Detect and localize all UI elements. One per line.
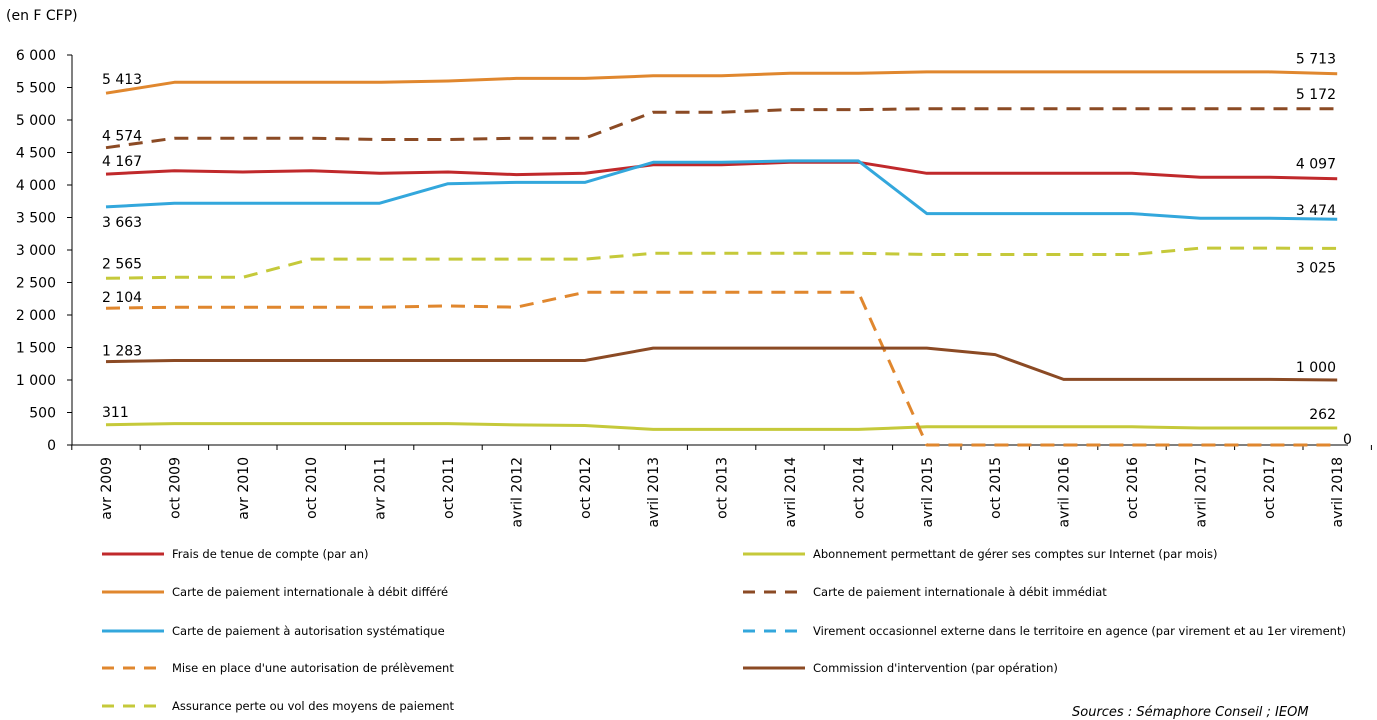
series-line-8 bbox=[105, 246, 1338, 280]
y-tick-label: 0 bbox=[47, 438, 56, 454]
y-tick-label: 2 500 bbox=[16, 276, 56, 292]
y-tick-label: 3 500 bbox=[16, 211, 56, 227]
y-tick-label: 4 000 bbox=[16, 178, 56, 194]
y-tick-label: 1 000 bbox=[16, 373, 56, 389]
x-tick-label: oct 2014 bbox=[851, 457, 867, 519]
x-tick-label: avril 2016 bbox=[1057, 457, 1073, 528]
series-line-7 bbox=[105, 346, 1338, 382]
data-label-end: 5 713 bbox=[1296, 52, 1336, 68]
x-tick-label: oct 2016 bbox=[1125, 457, 1141, 519]
x-tick-label: avril 2015 bbox=[920, 457, 936, 527]
x-tick-label: avr 2010 bbox=[236, 457, 252, 520]
unit-label: (en F CFP) bbox=[6, 8, 78, 24]
data-label-end: 0 bbox=[1343, 432, 1352, 448]
data-label-start: 1 283 bbox=[102, 344, 142, 360]
x-tick-label: avril 2017 bbox=[1193, 457, 1209, 527]
y-tick-label: 4 500 bbox=[16, 146, 56, 162]
y-tick-label: 2 000 bbox=[16, 308, 56, 324]
data-label-end: 3 025 bbox=[1296, 260, 1336, 276]
x-tick-label: oct 2015 bbox=[988, 457, 1004, 519]
x-tick-label: oct 2011 bbox=[441, 457, 457, 519]
y-tick-label: 5 000 bbox=[16, 113, 56, 129]
data-label-start: 4 167 bbox=[102, 154, 142, 170]
x-tick-label: avril 2012 bbox=[509, 457, 525, 527]
y-tick-label: 3 000 bbox=[16, 243, 56, 259]
x-tick-label: avril 2018 bbox=[1330, 457, 1346, 527]
x-tick-label: oct 2017 bbox=[1262, 457, 1278, 519]
series-line-0 bbox=[105, 160, 1338, 181]
x-tick-label: oct 2013 bbox=[715, 457, 731, 519]
data-label-start: 2 565 bbox=[102, 256, 142, 272]
data-label-end: 4 097 bbox=[1296, 157, 1336, 173]
series-line-3 bbox=[105, 107, 1338, 150]
source-note: Sources : Sémaphore Conseil ; IEOM bbox=[1072, 705, 1309, 720]
series-line-1 bbox=[105, 422, 1338, 431]
data-label-start: 2 104 bbox=[102, 290, 142, 306]
series-line-2 bbox=[105, 70, 1338, 95]
data-label-start: 311 bbox=[102, 405, 129, 421]
data-label-end: 5 172 bbox=[1296, 87, 1336, 103]
data-label-start: 3 663 bbox=[102, 215, 142, 231]
x-tick-label: oct 2009 bbox=[167, 457, 183, 519]
x-tick-label: oct 2012 bbox=[578, 457, 594, 519]
x-tick-label: avr 2011 bbox=[373, 457, 389, 520]
data-label-end: 3 474 bbox=[1296, 203, 1336, 219]
y-tick-label: 6 000 bbox=[16, 48, 56, 64]
y-tick-label: 1 500 bbox=[16, 341, 56, 357]
data-label-end: 1 000 bbox=[1296, 360, 1336, 376]
series-line-4 bbox=[105, 159, 1338, 221]
x-tick-label: avril 2013 bbox=[646, 457, 662, 527]
series-line-6 bbox=[105, 290, 1338, 447]
data-label-start: 4 574 bbox=[102, 129, 142, 145]
data-label-start: 5 413 bbox=[102, 72, 142, 88]
y-tick-label: 500 bbox=[29, 406, 56, 422]
x-tick-label: avril 2014 bbox=[783, 457, 799, 528]
x-tick-label: avr 2009 bbox=[99, 457, 115, 520]
y-tick-label: 5 500 bbox=[16, 81, 56, 97]
x-tick-label: oct 2010 bbox=[304, 457, 320, 519]
data-label-end: 262 bbox=[1309, 407, 1336, 423]
